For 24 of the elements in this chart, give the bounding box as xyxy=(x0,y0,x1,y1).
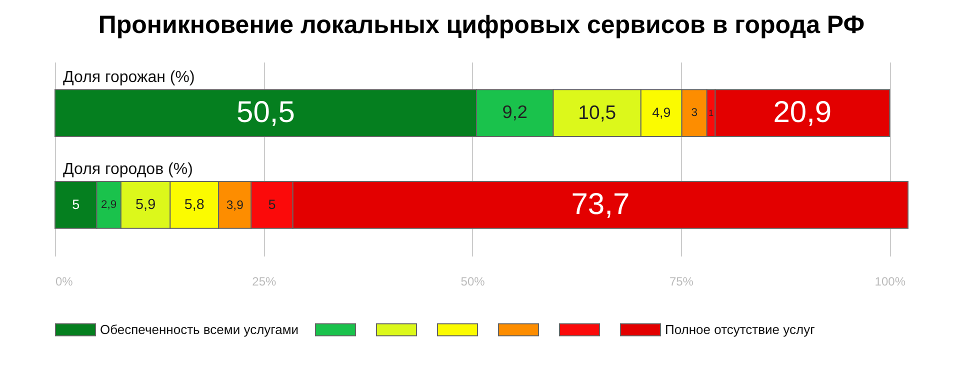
data-label: 3 xyxy=(691,107,698,120)
x-tick-label: 0% xyxy=(56,274,74,288)
x-tick-label: 75% xyxy=(669,274,694,288)
legend-label: Обеспеченность всеми услугами xyxy=(100,322,299,337)
data-label: 20,9 xyxy=(773,96,832,130)
data-label: 1 xyxy=(708,108,714,118)
data-label: 5 xyxy=(72,196,80,212)
y-tick-label: Доля горожан (%) xyxy=(63,69,195,86)
data-label: 9,2 xyxy=(502,102,528,122)
x-tick-label: 25% xyxy=(252,274,276,288)
data-label: 50,5 xyxy=(236,96,295,130)
x-tick-label: 50% xyxy=(460,274,486,288)
y-tick-label: Доля городов (%) xyxy=(63,160,193,178)
legend-label: Полное отсутствие услуг xyxy=(665,322,816,337)
data-label: 73,7 xyxy=(571,188,630,221)
data-label: 5,8 xyxy=(184,196,204,213)
data-label: 4,9 xyxy=(652,105,671,120)
data-label: 5,9 xyxy=(135,196,156,213)
x-tick-label: 100% xyxy=(874,274,906,288)
data-label: 3,9 xyxy=(226,198,244,212)
data-label: 10,5 xyxy=(578,102,616,124)
data-label: 5 xyxy=(268,196,276,212)
chart-title: Проникновение локальных цифровых сервисов в города РФ xyxy=(98,11,865,39)
data-label: 2,9 xyxy=(101,198,117,211)
